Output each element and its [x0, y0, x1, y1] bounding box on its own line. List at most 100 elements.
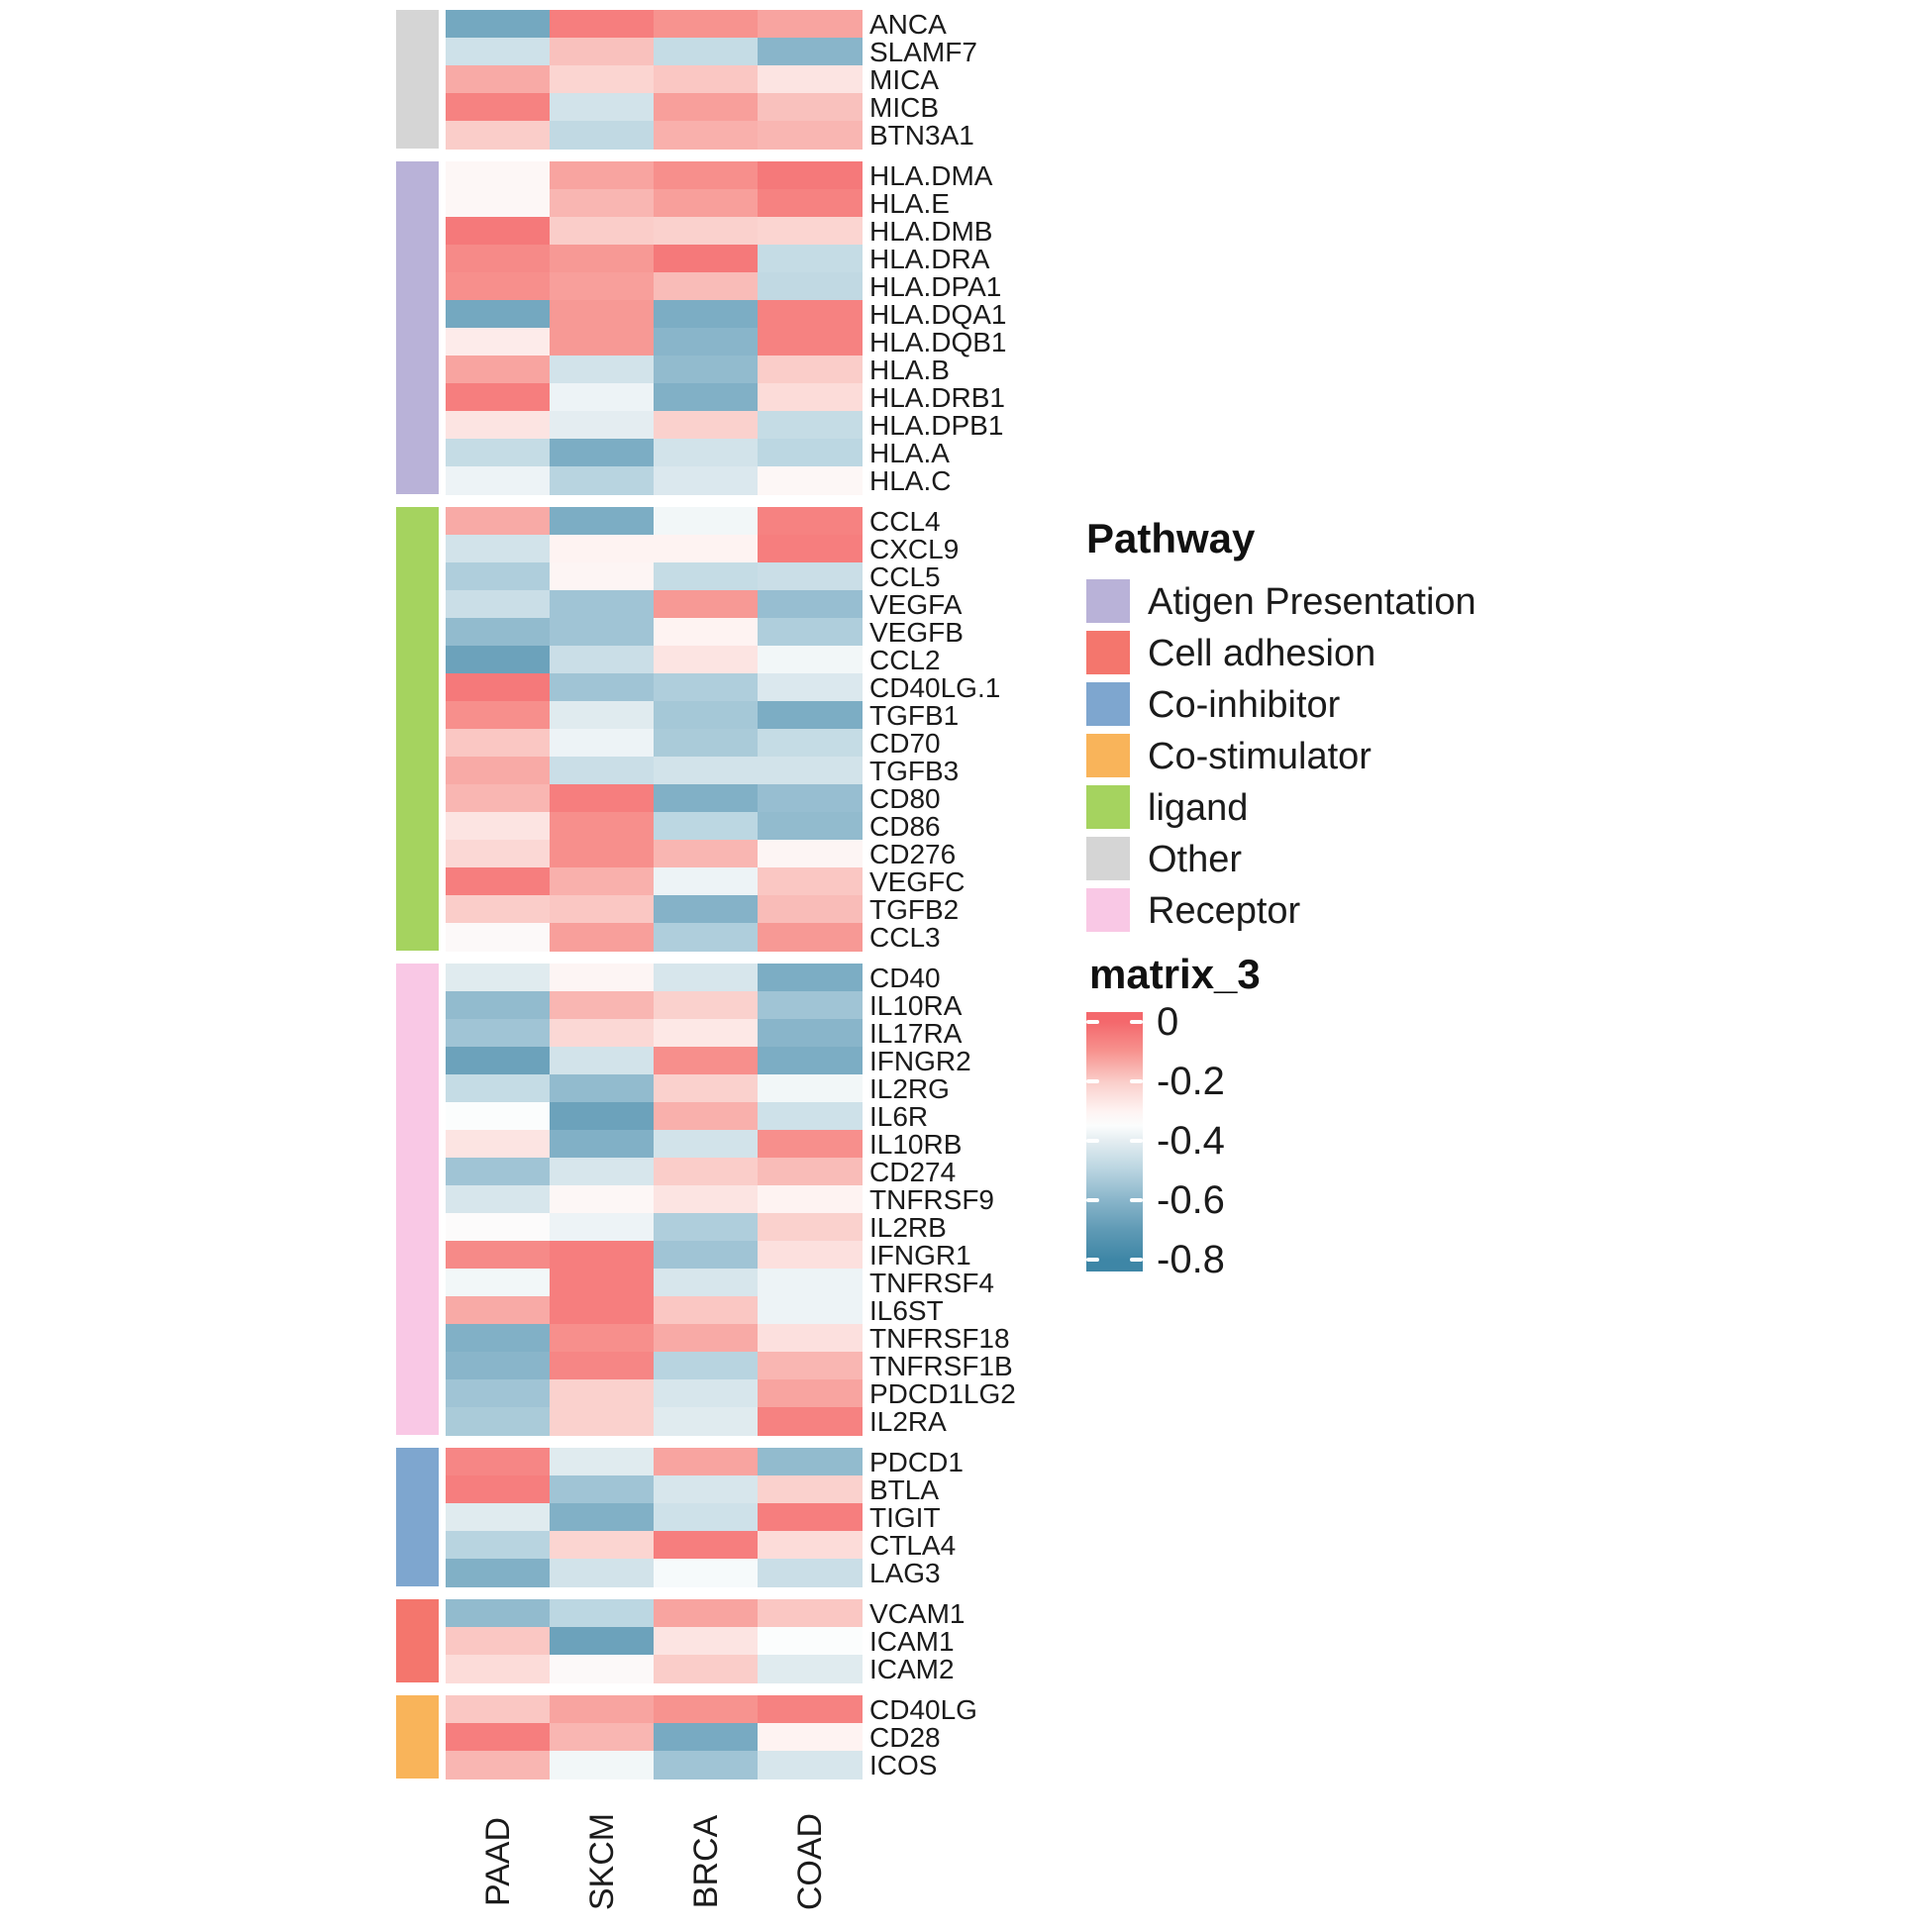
pathway-annotation-bar	[396, 10, 439, 149]
heatmap-cell	[446, 1019, 551, 1048]
heatmap-cell	[654, 895, 759, 924]
heatmap-cell	[550, 1559, 655, 1587]
heatmap-cell	[758, 1599, 863, 1628]
gene-label: HLA.DQA1	[869, 299, 1007, 330]
gene-label: HLA.DMA	[869, 160, 993, 191]
heatmap-cell	[446, 1627, 551, 1656]
heatmap-cell	[550, 1475, 655, 1504]
heatmap-cell	[758, 1655, 863, 1683]
heatmap-cell	[550, 272, 655, 301]
heatmap-cell	[654, 245, 759, 273]
heatmap-cell	[550, 1599, 655, 1628]
heatmap-cell	[550, 991, 655, 1020]
heatmap-cell	[550, 646, 655, 674]
gene-label: LAG3	[869, 1558, 941, 1588]
gene-label: ICOS	[869, 1750, 938, 1780]
gene-label: CD40LG	[869, 1694, 977, 1725]
heatmap-cell	[446, 507, 551, 536]
heatmap-cell	[446, 701, 551, 730]
gene-label: ANCA	[869, 9, 947, 40]
gene-label: MICA	[869, 64, 939, 95]
heatmap-cell	[446, 466, 551, 495]
heatmap-cell	[654, 1102, 759, 1131]
heatmap-cell	[654, 217, 759, 246]
heatmap-cell	[758, 383, 863, 412]
heatmap-cell	[654, 784, 759, 813]
heatmap-cell	[446, 1213, 551, 1242]
heatmap-cell	[446, 1102, 551, 1131]
gene-label: IL10RA	[869, 990, 963, 1021]
heatmap-cell	[550, 300, 655, 329]
gene-label: TIGIT	[869, 1502, 941, 1533]
colorbar-tick-mark	[1130, 1139, 1143, 1143]
gene-label: CD40LG.1	[869, 672, 1001, 703]
column-label: COAD	[790, 1812, 829, 1911]
heatmap-cell	[654, 618, 759, 647]
heatmap-cell	[654, 562, 759, 591]
gene-label: CXCL9	[869, 534, 960, 564]
heatmap-cell	[550, 757, 655, 785]
heatmap-cell	[446, 189, 551, 218]
heatmap-cell	[758, 812, 863, 841]
gene-label: IL10RB	[869, 1129, 963, 1160]
heatmap-cell	[550, 245, 655, 273]
heatmap-cell	[550, 93, 655, 122]
heatmap-cell	[446, 964, 551, 992]
pathway-annotation-bar	[396, 1695, 439, 1779]
heatmap-cell	[550, 10, 655, 39]
gene-label: HLA.DQB1	[869, 327, 1007, 357]
pathway-legend-item: Co-inhibitor	[1086, 682, 1502, 726]
heatmap-cell	[550, 1047, 655, 1075]
gene-label: ICAM2	[869, 1654, 955, 1684]
heatmap-cell	[446, 812, 551, 841]
legend-swatch	[1086, 837, 1130, 880]
heatmap-cell	[654, 10, 759, 39]
colorbar-tick-mark	[1086, 1198, 1099, 1202]
heatmap-cell	[446, 1379, 551, 1408]
heatmap-cell	[446, 1695, 551, 1724]
heatmap-cell	[758, 1074, 863, 1103]
heatmap-cell	[654, 1723, 759, 1752]
legend-swatch	[1086, 785, 1130, 829]
heatmap-cell	[654, 840, 759, 868]
heatmap-cell	[758, 562, 863, 591]
heatmap-cell	[550, 1751, 655, 1779]
legend-label: Atigen Presentation	[1148, 581, 1476, 623]
heatmap-cell	[654, 1751, 759, 1779]
heatmap-cell	[758, 1723, 863, 1752]
heatmap-cell	[758, 1185, 863, 1214]
heatmap-cell	[654, 729, 759, 758]
heatmap-cell	[550, 1102, 655, 1131]
heatmap-cell	[758, 272, 863, 301]
heatmap-cell	[550, 507, 655, 536]
heatmap-cell	[446, 328, 551, 356]
heatmap-cell	[654, 1019, 759, 1048]
heatmap-cell	[654, 189, 759, 218]
gene-label: HLA.B	[869, 355, 950, 385]
heatmap-cell	[446, 1531, 551, 1560]
colorbar-tick-mark	[1130, 1020, 1143, 1024]
gene-label: TNFRSF9	[869, 1184, 994, 1215]
heatmap-cell	[654, 1599, 759, 1628]
heatmap-cell	[654, 466, 759, 495]
heatmap-cell	[446, 923, 551, 952]
heatmap-cell	[446, 991, 551, 1020]
column-label: BRCA	[686, 1814, 725, 1909]
heatmap-cell	[446, 1130, 551, 1159]
gene-label: TNFRSF4	[869, 1268, 994, 1298]
legend-label: Co-stimulator	[1148, 736, 1372, 777]
heatmap-cell	[758, 964, 863, 992]
heatmap-cell	[758, 1102, 863, 1131]
heatmap-cell	[446, 618, 551, 647]
gene-label: HLA.C	[869, 465, 952, 496]
heatmap-cell	[446, 1503, 551, 1532]
heatmap-cell	[446, 356, 551, 384]
colorbar-tick-mark	[1086, 1020, 1099, 1024]
gene-label: MICB	[869, 92, 939, 123]
heatmap-cell	[758, 65, 863, 94]
heatmap-cell	[446, 1352, 551, 1380]
heatmap-cell	[654, 1655, 759, 1683]
heatmap-cell	[550, 328, 655, 356]
heatmap-cell	[446, 38, 551, 66]
